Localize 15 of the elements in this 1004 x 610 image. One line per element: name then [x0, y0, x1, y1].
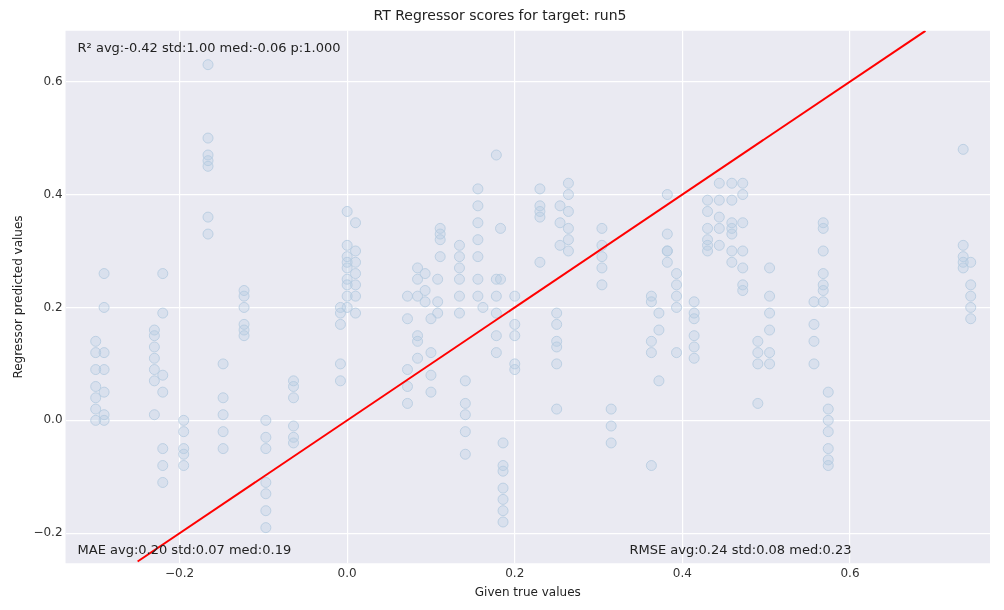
y-tick-label: −0.2 — [33, 525, 63, 540]
x-tick-label: 0.6 — [840, 565, 860, 580]
y-tick-label: 0.2 — [43, 299, 63, 314]
x-axis-title: Given true values — [474, 584, 581, 599]
y-tick-label: 0.0 — [43, 412, 63, 427]
annotation: RMSE avg:0.24 std:0.08 med:0.23 — [629, 541, 852, 557]
y-tick-label: 0.6 — [43, 73, 63, 88]
x-tick-label: −0.2 — [164, 565, 195, 580]
x-tick-label: 0.2 — [505, 565, 525, 580]
x-tick-label: 0.4 — [672, 565, 692, 580]
x-tick-label: 0.0 — [337, 565, 357, 580]
y-axis-title: Regressor predicted values — [11, 215, 26, 379]
chart-title: RT Regressor scores for target: run5 — [373, 7, 627, 24]
annotation: R² avg:-0.42 std:1.00 med:-0.06 p:1.000 — [77, 40, 341, 56]
y-tick-label: 0.4 — [43, 186, 63, 201]
